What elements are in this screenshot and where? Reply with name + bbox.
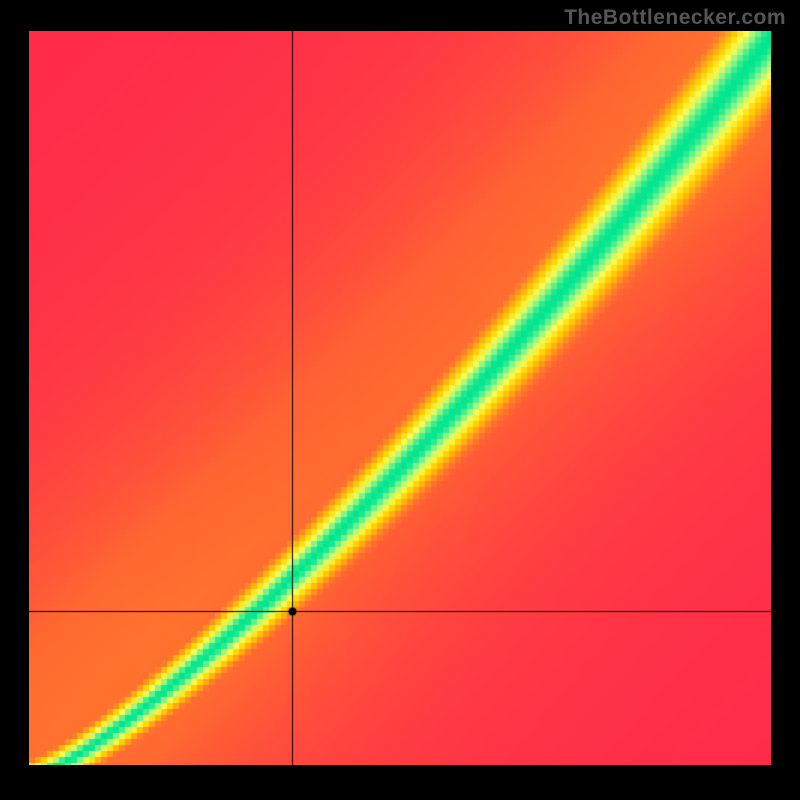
watermark-text: TheBottlenecker.com (564, 6, 786, 30)
heatmap-plot (29, 31, 771, 765)
heatmap-canvas (29, 31, 771, 765)
